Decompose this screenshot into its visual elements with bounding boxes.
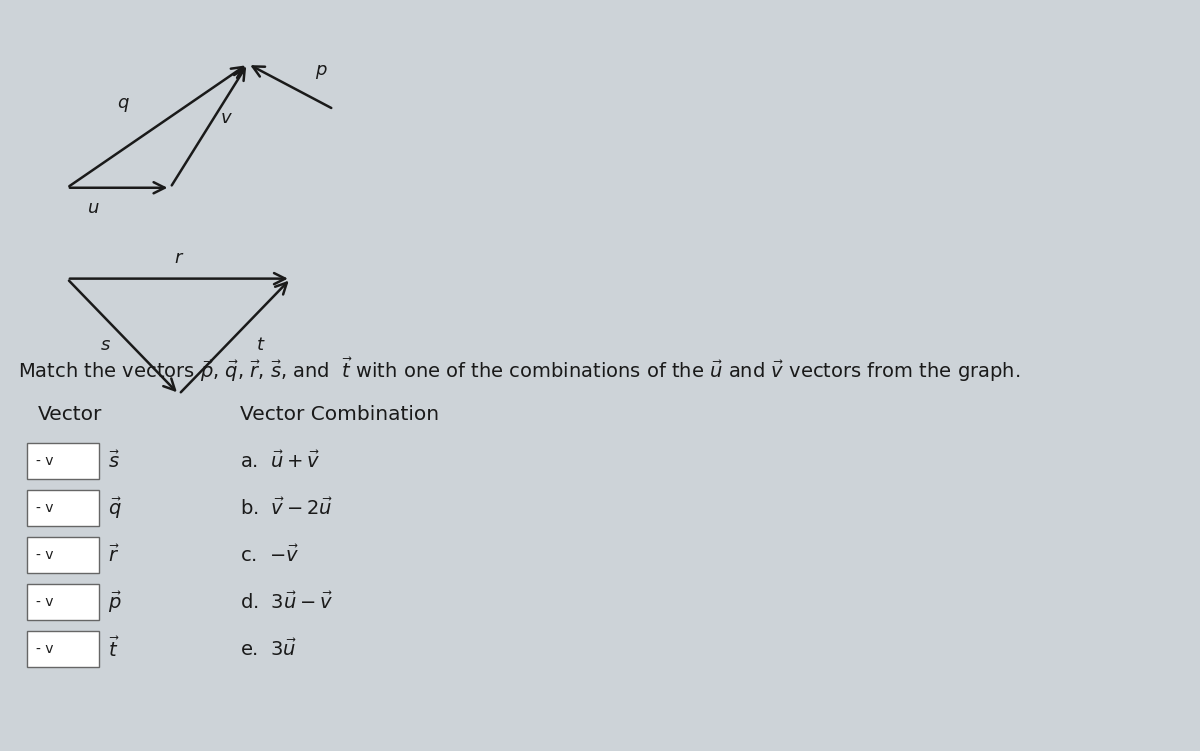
Text: $\vec{t}$: $\vec{t}$ — [108, 637, 120, 661]
Text: a.  $\vec{u} + \vec{v}$: a. $\vec{u} + \vec{v}$ — [240, 451, 320, 472]
Text: $\vec{p}$: $\vec{p}$ — [108, 590, 122, 614]
Text: - v: - v — [36, 548, 54, 562]
Text: - v: - v — [36, 642, 54, 656]
Text: $s$: $s$ — [101, 336, 112, 354]
Text: $\vec{r}$: $\vec{r}$ — [108, 544, 120, 566]
Text: $\vec{q}$: $\vec{q}$ — [108, 496, 121, 520]
FancyBboxPatch shape — [28, 537, 98, 573]
Text: $p$: $p$ — [314, 63, 328, 81]
FancyBboxPatch shape — [28, 490, 98, 526]
Text: d.  $3\vec{u} - \vec{v}$: d. $3\vec{u} - \vec{v}$ — [240, 591, 334, 613]
Text: $r$: $r$ — [174, 249, 184, 267]
Text: Vector Combination: Vector Combination — [240, 406, 439, 424]
Text: $u$: $u$ — [86, 200, 100, 217]
Text: $\vec{s}$: $\vec{s}$ — [108, 451, 120, 472]
Text: - v: - v — [36, 595, 54, 609]
Text: - v: - v — [36, 501, 54, 515]
FancyBboxPatch shape — [28, 443, 98, 479]
FancyBboxPatch shape — [28, 584, 98, 620]
Text: - v: - v — [36, 454, 54, 468]
Text: $t$: $t$ — [256, 336, 265, 354]
Text: Match the vectors $\vec{p}$, $\vec{q}$, $\vec{r}$, $\vec{s}$, and  $\vec{t}$ wit: Match the vectors $\vec{p}$, $\vec{q}$, … — [18, 356, 1020, 384]
Text: $v$: $v$ — [220, 109, 233, 126]
Text: Vector: Vector — [38, 406, 102, 424]
FancyBboxPatch shape — [28, 631, 98, 667]
Text: c.  $-\vec{v}$: c. $-\vec{v}$ — [240, 544, 300, 566]
Text: $q$: $q$ — [116, 96, 130, 114]
Text: b.  $\vec{v} - 2\vec{u}$: b. $\vec{v} - 2\vec{u}$ — [240, 497, 332, 519]
Text: e.  $3\vec{u}$: e. $3\vec{u}$ — [240, 638, 296, 659]
